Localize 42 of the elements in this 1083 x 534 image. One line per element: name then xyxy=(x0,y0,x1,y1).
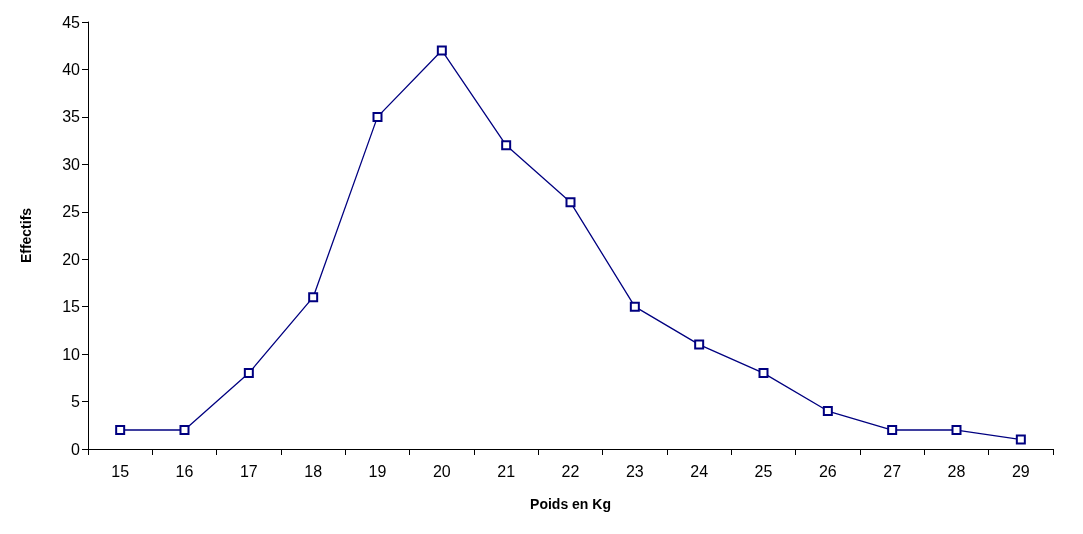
y-tick-label: 5 xyxy=(71,393,81,411)
point xyxy=(758,368,769,379)
point xyxy=(372,111,383,122)
x-tick-label: 27 xyxy=(883,462,902,480)
y-tick-label: 20 xyxy=(62,250,81,268)
point xyxy=(501,140,512,151)
y-tick-label: 15 xyxy=(62,298,81,316)
x-tick-label: 25 xyxy=(754,462,773,480)
point xyxy=(1015,434,1026,445)
y-axis-title: Effectifs xyxy=(18,207,34,264)
x-tick-label: 24 xyxy=(690,462,709,480)
point xyxy=(436,45,447,56)
x-tick-label: 22 xyxy=(561,462,580,480)
x-tick-label: 26 xyxy=(818,462,837,480)
point xyxy=(243,368,254,379)
point xyxy=(822,406,833,417)
x-tick-label: 16 xyxy=(175,462,194,480)
x-tick-label: 15 xyxy=(111,462,130,480)
y-tick-label: 35 xyxy=(62,108,81,126)
x-tick-label: 21 xyxy=(497,462,516,480)
y-tick-label: 40 xyxy=(62,60,81,78)
point xyxy=(887,425,898,436)
point xyxy=(951,425,962,436)
x-tick-label: 17 xyxy=(239,462,258,480)
y-tick-label: 0 xyxy=(71,440,81,458)
point xyxy=(179,425,190,436)
x-tick-label: 28 xyxy=(947,462,966,480)
point xyxy=(115,425,126,436)
point xyxy=(694,339,705,350)
point xyxy=(308,292,319,303)
x-tick-label: 18 xyxy=(304,462,323,480)
x-axis-title: Poids en Kg xyxy=(530,496,611,512)
y-tick-label: 25 xyxy=(62,203,81,221)
y-tick-label: 45 xyxy=(62,13,81,31)
y-tick-label: 10 xyxy=(62,345,81,363)
x-tick-label: 19 xyxy=(368,462,387,480)
x-tick-label: 29 xyxy=(1011,462,1030,480)
x-tick-label: 20 xyxy=(432,462,451,480)
point xyxy=(565,197,576,208)
x-tick-label: 23 xyxy=(625,462,644,480)
y-tick-label: 30 xyxy=(62,155,81,173)
point xyxy=(629,301,640,312)
